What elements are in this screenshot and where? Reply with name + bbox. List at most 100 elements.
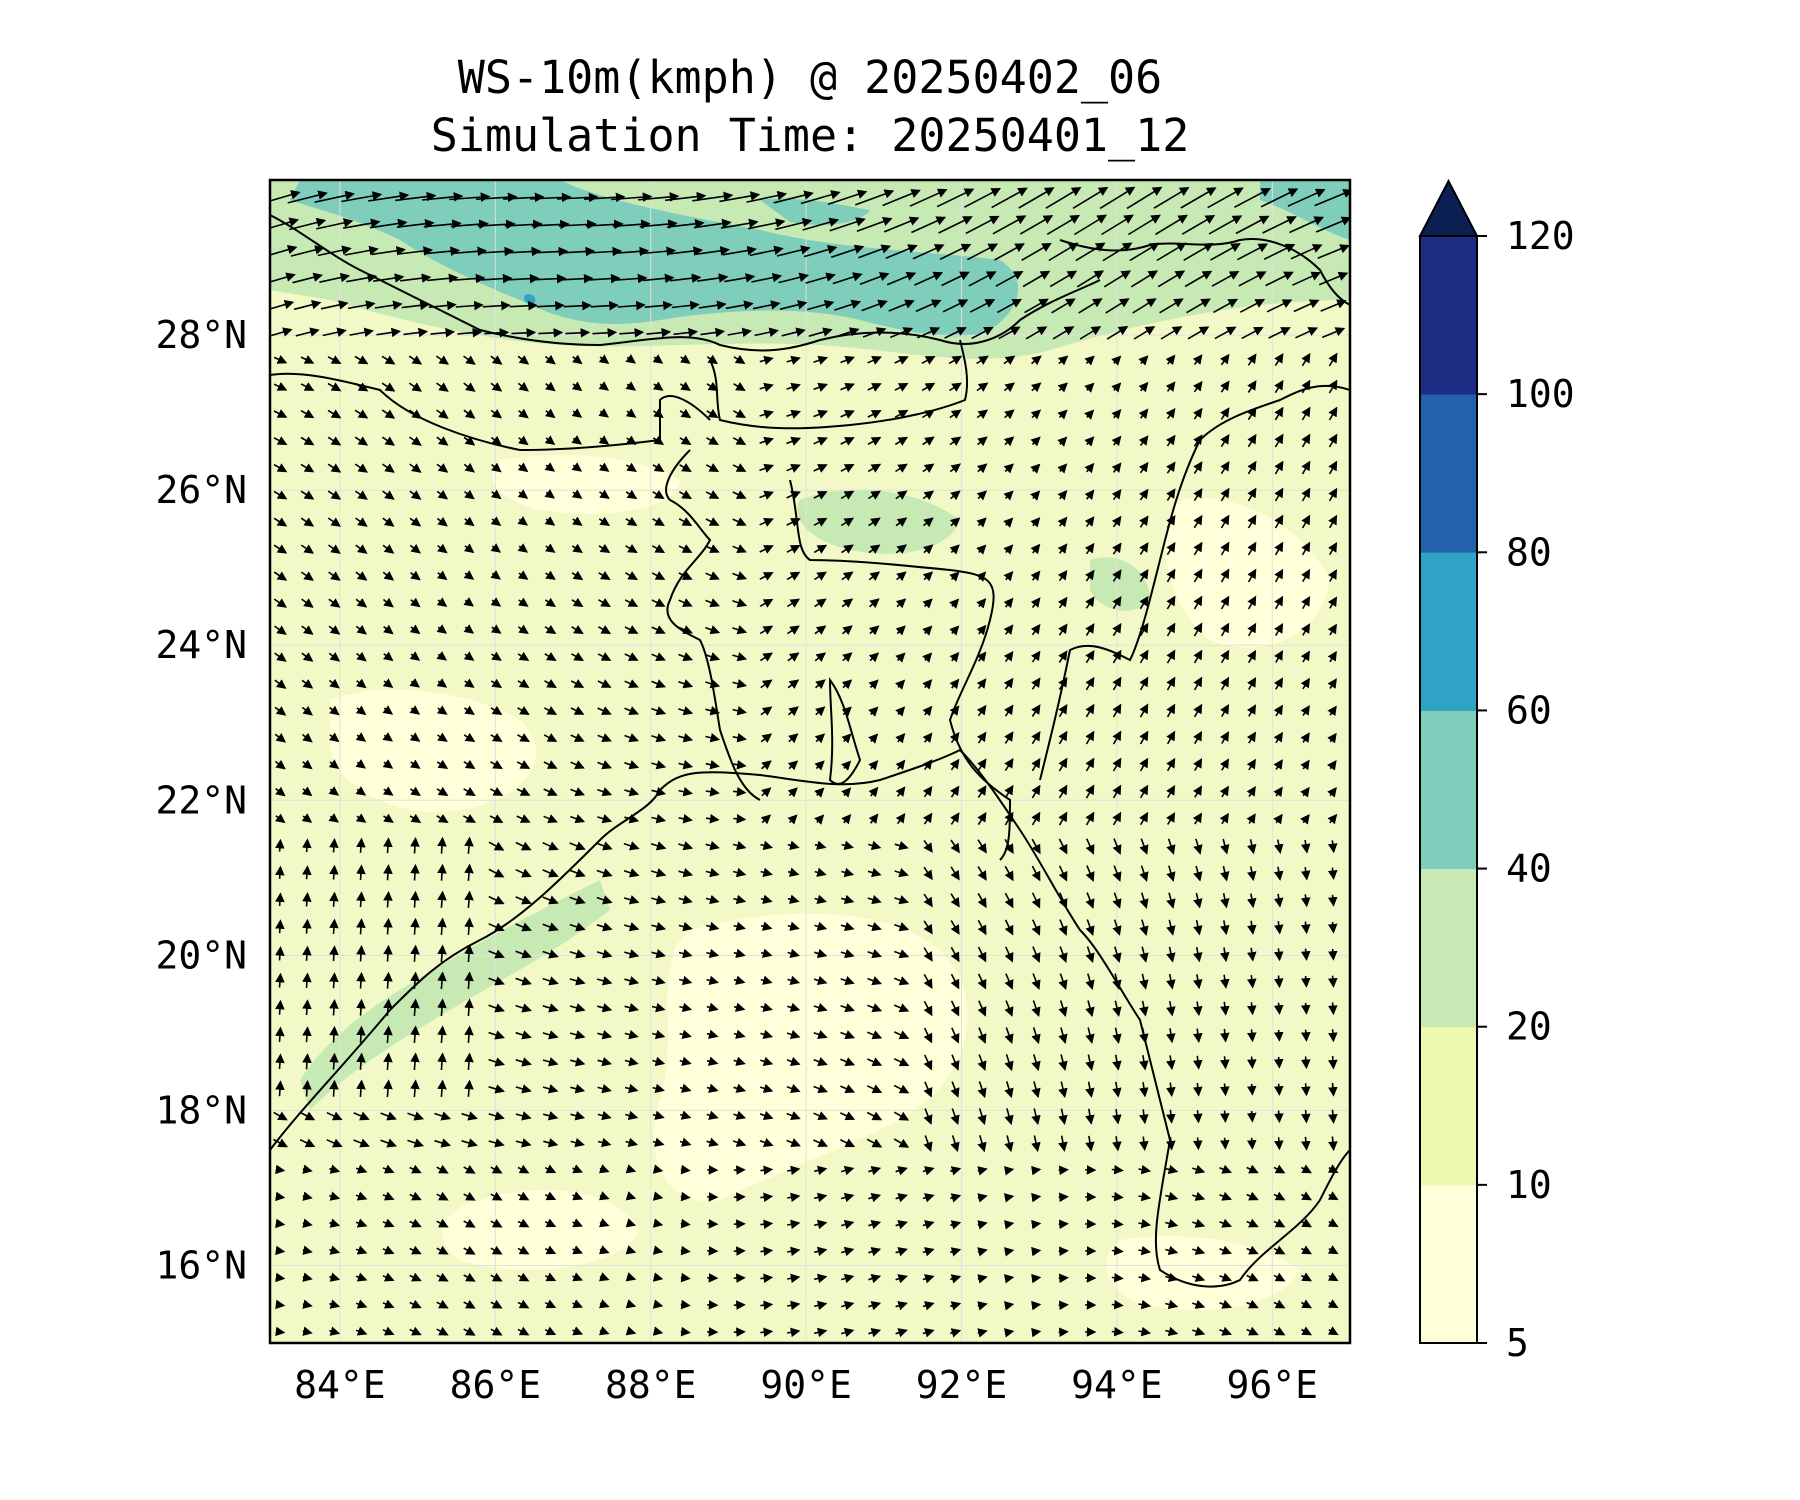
wind-vector: [1045, 186, 1082, 209]
wind-vector: [1156, 242, 1187, 262]
wind-vector: [544, 408, 556, 419]
wind-speed-shading: [270, 180, 1350, 1310]
wind-vector: [733, 409, 746, 418]
wind-vector: [1247, 487, 1257, 502]
wind-vector: [1247, 622, 1257, 637]
wind-vector: [1208, 215, 1243, 235]
wind-vector: [565, 328, 591, 338]
wind-vector: [651, 625, 666, 634]
wind-vector: [1274, 541, 1284, 556]
wind-vector: [1132, 298, 1157, 314]
wind-vector: [805, 272, 836, 284]
wind-vector: [302, 999, 312, 1016]
wind-vector: [786, 436, 801, 446]
wind-vector: [1193, 568, 1203, 583]
wind-vector: [381, 436, 396, 446]
wind-vector: [463, 651, 475, 661]
wind-vector: [1024, 298, 1049, 314]
wind-vector: [1274, 595, 1284, 610]
wind-vector: [678, 625, 693, 635]
wind-vector: [463, 543, 475, 554]
wind-vector: [1030, 409, 1042, 420]
wind-vector: [1003, 382, 1015, 393]
wind-vector: [1247, 1029, 1257, 1043]
wind-vector: [1003, 651, 1014, 663]
wind-vector: [571, 462, 583, 472]
wind-vector: [463, 355, 476, 365]
wind-vector: [1084, 462, 1095, 474]
wind-vector: [969, 299, 996, 313]
wind-vector: [678, 544, 693, 553]
wind-vector: [1031, 1327, 1042, 1338]
wind-vector: [1274, 1083, 1284, 1096]
wind-vector: [841, 544, 854, 554]
wind-vector: [911, 216, 947, 234]
wind-vector: [921, 409, 935, 419]
wind-vector: [705, 598, 720, 608]
wind-vector: [976, 382, 989, 392]
wind-vector: [1051, 298, 1076, 314]
wind-vector: [275, 838, 285, 852]
wind-vector: [1301, 487, 1311, 502]
wind-vector: [949, 517, 961, 528]
colorbar-segment: [1420, 236, 1477, 395]
wind-vector: [759, 436, 774, 446]
wind-vector: [1220, 1137, 1230, 1150]
wind-vector: [1003, 490, 1014, 501]
wind-vector: [1111, 408, 1122, 420]
wind-vector: [590, 300, 619, 311]
wind-vector: [511, 328, 537, 338]
wind-vector: [966, 243, 999, 261]
wind-vector: [733, 814, 747, 824]
wind-vector: [293, 300, 322, 311]
wind-vector: [1052, 326, 1075, 340]
wind-vector: [1328, 460, 1338, 475]
wind-vector: [1301, 433, 1311, 448]
wind-vector: [867, 463, 882, 473]
wind-vector: [1328, 487, 1338, 502]
wind-vector: [1214, 326, 1237, 340]
wind-vector: [830, 244, 865, 258]
wind-vector: [328, 544, 341, 554]
wind-vector: [274, 625, 287, 635]
wind-vector: [813, 571, 827, 581]
wind-vector: [544, 516, 556, 526]
wind-vector: [759, 382, 774, 393]
wind-vector: [976, 409, 989, 420]
wind-vector: [949, 436, 962, 446]
wind-vector: [1079, 326, 1102, 340]
wind-vector: [625, 435, 637, 445]
wind-vector: [998, 326, 1021, 340]
wind-vector: [665, 191, 707, 202]
wind-vector: [329, 972, 339, 989]
wind-vector: [396, 219, 435, 229]
wind-vector: [1274, 433, 1284, 448]
wind-vector: [482, 300, 511, 311]
wind-vector: [883, 216, 920, 233]
wind-vector: [436, 624, 448, 634]
wind-vector: [517, 355, 530, 365]
wind-vector: [705, 544, 720, 553]
wind-vector: [1220, 622, 1230, 637]
wind-vector: [1073, 214, 1107, 236]
wind-vector: [786, 518, 801, 527]
wind-vector: [1220, 541, 1230, 556]
wind-vector: [800, 190, 841, 205]
map-panel: [270, 180, 1350, 1343]
wind-vector: [1003, 517, 1014, 528]
lon-tick-label: 96°E: [1227, 1363, 1319, 1407]
wind-vector: [693, 218, 732, 229]
wind-vector: [1003, 463, 1014, 474]
wind-vector: [545, 570, 556, 580]
wind-vector: [273, 571, 288, 581]
wind-vector: [1247, 649, 1257, 664]
wind-vector: [732, 436, 747, 445]
wind-vector: [964, 188, 1002, 208]
wind-vector: [840, 490, 855, 500]
wind-vector: [909, 188, 948, 207]
wind-vector: [317, 245, 352, 257]
wind-vector: [395, 191, 437, 202]
wind-vector: [436, 489, 449, 500]
wind-vector: [1301, 568, 1311, 583]
wind-vector: [328, 625, 341, 635]
